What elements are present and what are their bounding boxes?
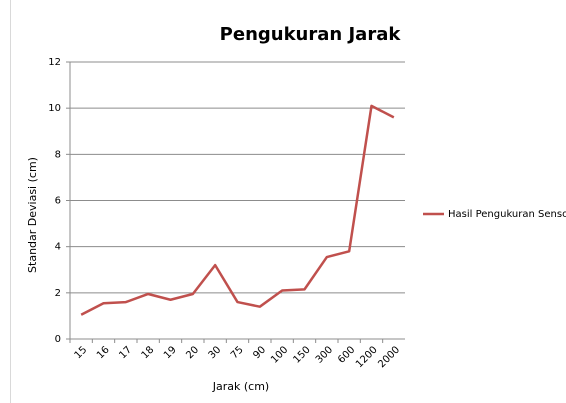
y-tick-label: 8 bbox=[55, 149, 61, 160]
y-axis-title: Standar Deviasi (cm) bbox=[26, 157, 39, 273]
y-tick-label: 2 bbox=[55, 288, 61, 299]
x-tick-label: 30 bbox=[207, 344, 224, 361]
y-tick-label: 10 bbox=[48, 103, 61, 114]
data-line bbox=[80, 104, 395, 316]
x-tick-label: 15 bbox=[73, 344, 90, 361]
y-tick-label: 12 bbox=[48, 57, 61, 68]
x-tick-label: 18 bbox=[140, 344, 157, 361]
y-tick-label: 4 bbox=[55, 242, 61, 253]
x-tick-label: 90 bbox=[251, 344, 268, 361]
x-tick-label: 300 bbox=[314, 344, 335, 365]
legend-label: Hasil Pengukuran Sensor bbox=[448, 209, 566, 220]
x-tick-label: 2000 bbox=[376, 344, 402, 370]
x-tick-label: 150 bbox=[291, 344, 312, 365]
chart-title: Pengukuran Jarak bbox=[220, 24, 402, 45]
x-tick-label: 19 bbox=[162, 344, 179, 361]
x-tick-label: 100 bbox=[269, 344, 290, 365]
y-tick-label: 0 bbox=[55, 334, 61, 345]
y-tick-label: 6 bbox=[55, 196, 61, 207]
x-tick-label: 1200 bbox=[354, 344, 380, 370]
x-axis-title: Jarak (cm) bbox=[212, 380, 269, 393]
x-tick-label: 16 bbox=[95, 344, 112, 361]
x-tick-label: 20 bbox=[184, 344, 201, 361]
x-tick-label: 75 bbox=[229, 344, 246, 361]
x-tick-label: 17 bbox=[117, 344, 134, 361]
